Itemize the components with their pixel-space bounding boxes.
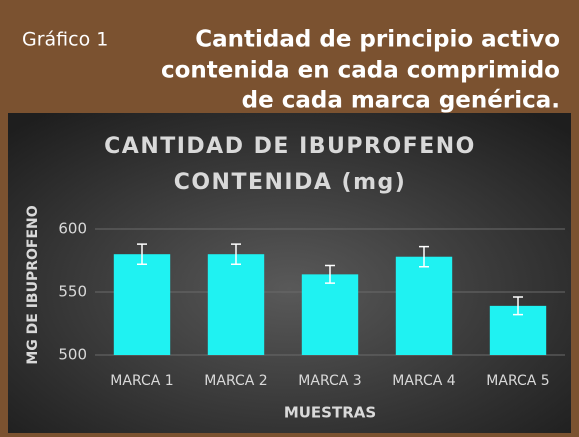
header-title: Cantidad de principio activo: [195, 27, 560, 53]
error-bar: [137, 243, 147, 266]
chart-title: CANTIDAD DE IBUPROFENO: [104, 134, 476, 159]
x-tick-label: MARCA 2: [204, 373, 267, 389]
x-axis-title: MUESTRAS: [284, 404, 376, 422]
error-bar: [513, 296, 523, 316]
chart-panel: [8, 113, 571, 433]
bar: [207, 254, 265, 355]
x-tick-label: MARCA 3: [298, 373, 361, 389]
error-bar: [231, 243, 241, 266]
header-title: contenida en cada comprimido: [161, 58, 560, 84]
y-axis-title: MG DE IBUPROFENO: [25, 205, 41, 364]
bar: [395, 256, 453, 355]
error-bar: [325, 264, 335, 284]
y-tick-label: 550: [58, 283, 87, 301]
header-title: de cada marca genérica.: [242, 88, 560, 114]
y-tick-label: 600: [58, 220, 87, 238]
y-tick-label: 500: [58, 346, 87, 364]
x-tick-label: MARCA 1: [110, 373, 173, 389]
figure-label: Gráfico 1: [22, 29, 108, 51]
error-bar: [419, 245, 429, 268]
x-tick-label: MARCA 5: [486, 373, 549, 389]
bar: [113, 254, 171, 355]
bar: [301, 274, 359, 355]
x-tick-label: MARCA 4: [392, 373, 455, 389]
chart-title: CONTENIDA (mg): [174, 170, 407, 195]
